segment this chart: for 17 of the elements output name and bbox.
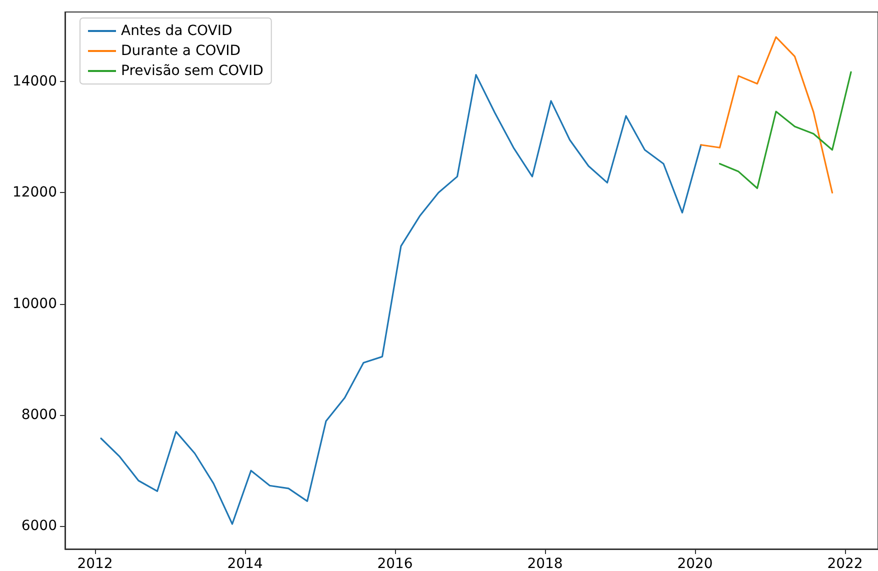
- y-tick-label: 8000: [21, 407, 57, 424]
- y-tick-label: 12000: [12, 184, 57, 201]
- x-tick-label: 2018: [527, 556, 563, 571]
- legend-label: Durante a COVID: [121, 43, 240, 59]
- x-tick-label: 2016: [377, 556, 413, 571]
- y-tick-label: 14000: [12, 73, 57, 90]
- x-tick-label: 2014: [227, 556, 263, 571]
- y-tick-label: 6000: [21, 518, 57, 534]
- line-series: [718, 71, 852, 190]
- x-tick-label: 2020: [677, 556, 713, 571]
- line-series: [100, 74, 702, 525]
- legend-label: Antes da COVID: [121, 23, 232, 39]
- legend-label: Previsão sem COVID: [121, 63, 264, 79]
- line-series: [700, 36, 834, 194]
- x-tick-label: 2022: [827, 556, 863, 571]
- x-tick-label: 2012: [77, 556, 113, 571]
- y-tick-label: 10000: [12, 296, 57, 312]
